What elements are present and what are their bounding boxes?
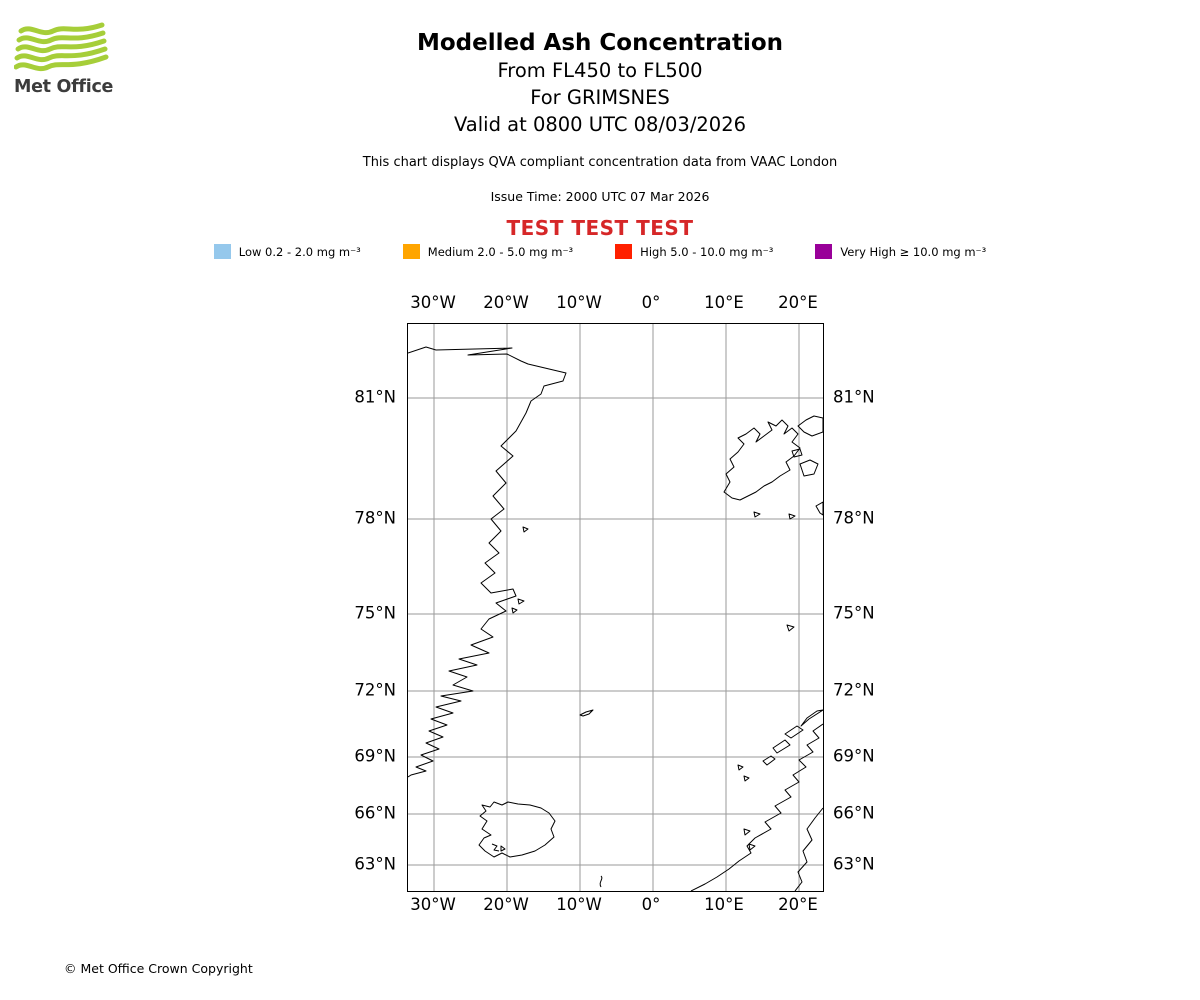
svalbard-small-islands — [753, 511, 796, 520]
lon-label-bottom-10w: 10°W — [556, 895, 602, 914]
legend-item-low: Low 0.2 - 2.0 mg m⁻³ — [213, 244, 361, 259]
lon-label-bottom-20e: 20°E — [778, 895, 818, 914]
lon-label-top-10e: 10°E — [704, 293, 744, 312]
legend-swatch-low — [213, 244, 231, 259]
lat-label-right-69n: 69°N — [833, 746, 875, 766]
lat-label-left-81n: 81°N — [354, 387, 396, 407]
lat-label-left-63n: 63°N — [354, 854, 396, 874]
lat-label-left-72n: 72°N — [354, 680, 396, 700]
svalbard-edgeoya-island — [799, 459, 819, 477]
subtitle-valid-time: Valid at 0800 UTC 08/03/2026 — [453, 113, 747, 136]
lat-label-right-72n: 72°N — [833, 680, 875, 700]
lat-label-right-66n: 66°N — [833, 803, 875, 823]
legend-swatch-high — [615, 244, 633, 259]
svalbard-edge-island — [815, 501, 823, 516]
legend: Low 0.2 - 2.0 mg m⁻³ Medium 2.0 - 5.0 mg… — [0, 244, 1200, 259]
lat-label-left-69n: 69°N — [354, 746, 396, 766]
norway-coastal-islets — [737, 764, 756, 851]
lon-label-bottom-30w: 30°W — [410, 895, 456, 914]
svalbard-spitsbergen-coastline — [723, 419, 801, 501]
lat-label-left-66n: 66°N — [354, 803, 396, 823]
lon-label-bottom-10e: 10°E — [704, 895, 744, 914]
page-title: Modelled Ash Concentration — [416, 30, 784, 56]
qva-note: This chart displays QVA compliant concen… — [362, 155, 838, 170]
legend-item-very-high: Very High ≥ 10.0 mg m⁻³ — [815, 244, 986, 259]
small-island-south-of-iceland — [599, 875, 603, 888]
legend-label-high: High 5.0 - 10.0 mg m⁻³ — [640, 244, 774, 259]
norway-mainland-coastline — [690, 723, 823, 891]
lat-label-right-78n: 78°N — [833, 508, 875, 528]
coastlines — [408, 346, 823, 891]
logo-waves-icon — [14, 22, 109, 72]
met-office-logo: Met Office — [14, 22, 134, 97]
iceland-coastline — [478, 801, 556, 858]
lon-label-top-10w: 10°W — [556, 293, 602, 312]
legend-label-low: Low 0.2 - 2.0 mg m⁻³ — [238, 244, 361, 259]
lat-label-left-75n: 75°N — [354, 603, 396, 623]
logo-wordmark: Met Office — [14, 77, 114, 97]
lat-label-right-63n: 63°N — [833, 854, 875, 874]
legend-item-high: High 5.0 - 10.0 mg m⁻³ — [615, 244, 773, 259]
svalbard-barentsoya-island — [791, 448, 803, 458]
header-block: Modelled Ash Concentration From FL450 to… — [0, 30, 1200, 240]
subtitle-volcano: For GRIMSNES — [530, 86, 670, 109]
map-canvas — [408, 324, 823, 891]
legend-label-very-high: Very High ≥ 10.0 mg m⁻³ — [840, 244, 987, 259]
test-banner: TEST TEST TEST — [506, 216, 694, 240]
lat-label-left-78n: 78°N — [354, 508, 396, 528]
lon-label-top-20e: 20°E — [778, 293, 818, 312]
lat-label-right-81n: 81°N — [833, 387, 875, 407]
map-grid — [408, 324, 823, 891]
legend-swatch-medium — [402, 244, 420, 259]
lon-label-bottom-20w: 20°W — [483, 895, 529, 914]
legend-item-medium: Medium 2.0 - 5.0 mg m⁻³ — [402, 244, 574, 259]
lon-label-top-20w: 20°W — [483, 293, 529, 312]
svalbard-northeast-island — [797, 415, 823, 437]
legend-label-medium: Medium 2.0 - 5.0 mg m⁻³ — [427, 244, 574, 259]
issue-time: Issue Time: 2000 UTC 07 Mar 2026 — [490, 189, 710, 204]
norway-outer-coastline — [794, 807, 823, 891]
bear-island — [786, 624, 795, 632]
lon-label-top-30w: 30°W — [410, 293, 456, 312]
jan-mayen-island — [579, 709, 594, 717]
greenland-offshore-islands — [511, 526, 529, 614]
lon-label-bottom-0: 0° — [641, 895, 661, 914]
legend-swatch-very-high — [815, 244, 833, 259]
subtitle-flight-levels: From FL450 to FL500 — [497, 59, 703, 82]
iceland-inner-detail — [491, 843, 506, 852]
greenland-coastline — [408, 346, 567, 778]
lat-label-right-75n: 75°N — [833, 603, 875, 623]
lofoten-islands — [762, 709, 823, 766]
copyright-notice: © Met Office Crown Copyright — [64, 961, 253, 976]
map-panel — [407, 323, 824, 892]
lon-label-top-0: 0° — [641, 293, 661, 312]
